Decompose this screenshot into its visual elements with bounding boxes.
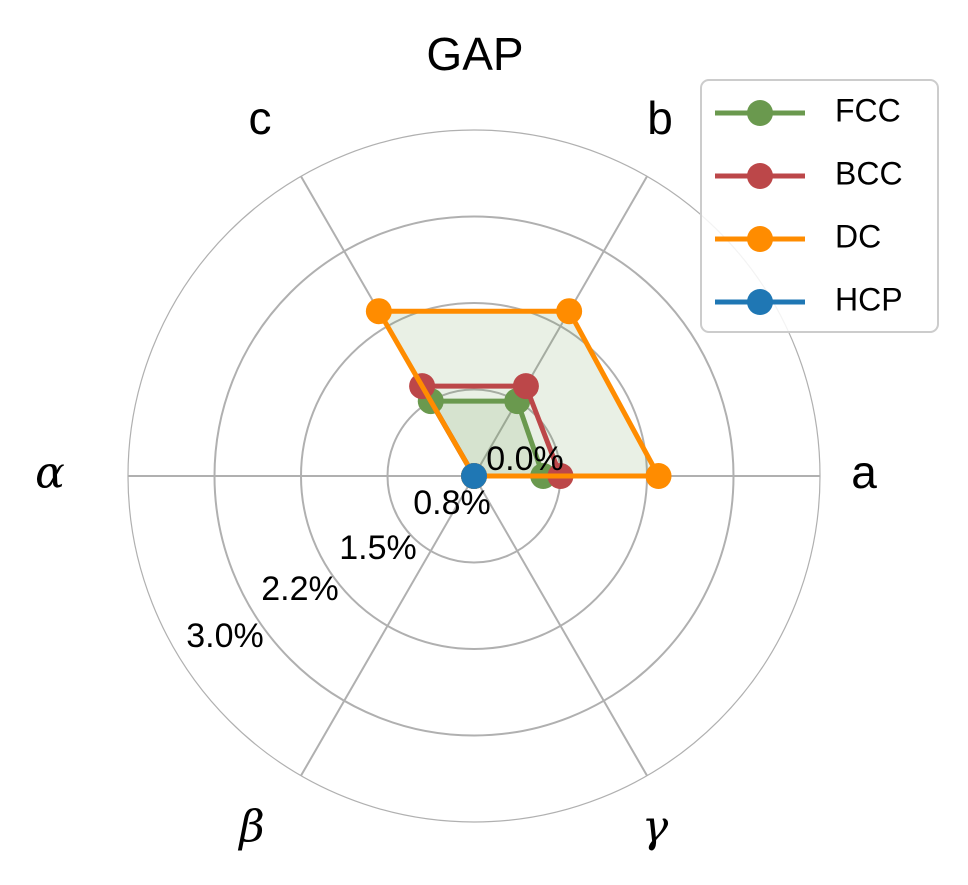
category-label: b bbox=[647, 92, 673, 144]
legend-label: DC bbox=[835, 218, 881, 254]
category-label: γ bbox=[642, 802, 669, 853]
legend-label: FCC bbox=[835, 92, 901, 128]
series-point-hcp bbox=[461, 463, 487, 489]
category-label: β bbox=[237, 802, 264, 853]
legend-label: HCP bbox=[835, 281, 903, 317]
legend-marker bbox=[747, 163, 773, 189]
radial-tick-label: 0.0% bbox=[486, 440, 564, 478]
legend: FCC BCC DC HCP bbox=[700, 79, 939, 333]
series-point-dc bbox=[556, 298, 583, 325]
legend-label: BCC bbox=[835, 155, 903, 191]
category-labels: a b c α β γ bbox=[35, 92, 877, 852]
grid-spoke bbox=[473, 475, 648, 777]
category-label: c bbox=[249, 92, 272, 144]
series-lines bbox=[365, 298, 672, 489]
series-point-dc bbox=[645, 463, 672, 489]
category-label: α bbox=[35, 448, 65, 499]
category-label: a bbox=[851, 446, 877, 498]
legend-marker bbox=[747, 289, 773, 315]
legend-frame bbox=[700, 79, 939, 333]
radial-tick-label: 2.2% bbox=[261, 570, 339, 608]
legend-marker bbox=[747, 100, 773, 126]
series-point-dc bbox=[365, 298, 392, 325]
grid-spoke bbox=[473, 175, 648, 477]
radial-tick-labels: 0.0% 0.8% 1.5%2.2% 3.0% bbox=[186, 440, 564, 655]
radial-tick-label: 0.8% bbox=[413, 484, 491, 522]
radial-tick-label: 3.0% bbox=[186, 617, 264, 655]
legend-marker bbox=[747, 226, 773, 252]
series-fill-fcc bbox=[430, 401, 544, 476]
chart-title: GAP bbox=[426, 28, 523, 80]
radial-tick-label: 1.5% bbox=[339, 529, 417, 567]
series-point-bcc bbox=[512, 373, 539, 400]
grid-spoke bbox=[300, 475, 475, 777]
